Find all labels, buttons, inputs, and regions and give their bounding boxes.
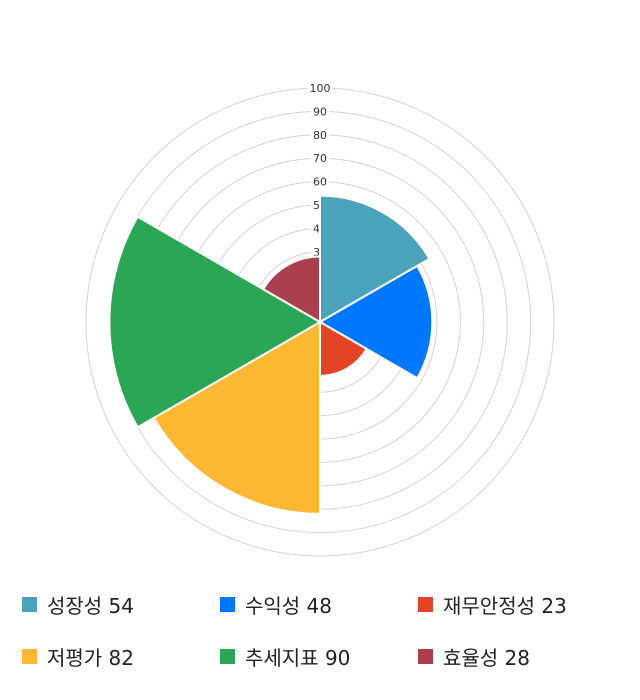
segment-재무안정성[interactable] <box>319 320 368 377</box>
legend-label: 추세지표 90 <box>245 646 351 670</box>
legend-item[interactable]: 수익성 48 <box>220 590 332 619</box>
legend-swatch <box>418 597 433 612</box>
segment-추세지표[interactable] <box>108 215 323 429</box>
legend-item[interactable]: 재무안정성 23 <box>418 590 567 619</box>
legend-swatch <box>418 649 433 664</box>
tick-label: 100 <box>310 82 331 95</box>
tick-label: 70 <box>313 152 327 165</box>
segment-효율성[interactable] <box>261 255 321 324</box>
legend-swatch <box>22 649 37 664</box>
segment-수익성[interactable] <box>317 264 434 380</box>
tick-label-bg <box>311 152 329 165</box>
legend-item[interactable]: 효율성 28 <box>418 642 530 671</box>
tick-label-bg <box>307 82 333 94</box>
tick-label: 90 <box>313 105 327 118</box>
legend-item[interactable]: 추세지표 90 <box>220 642 350 671</box>
segment-성장성[interactable] <box>319 194 431 324</box>
polar-area-chart: 102030405060708090100 <box>85 82 555 557</box>
legend-label: 재무안정성 23 <box>443 594 567 618</box>
legend-item[interactable]: 성장성 54 <box>22 590 134 619</box>
legend-label: 저평가 82 <box>47 646 135 670</box>
segment-저평가[interactable] <box>152 320 321 515</box>
legend-swatch <box>220 597 235 612</box>
legend-swatch <box>220 649 235 664</box>
legend-label: 성장성 54 <box>47 594 135 618</box>
legend-swatch <box>22 597 37 612</box>
tick-label-bg <box>311 105 329 118</box>
legend-label: 효율성 28 <box>443 646 531 670</box>
tick-label-bg <box>311 175 329 188</box>
tick-label: 80 <box>313 129 327 142</box>
legend-item[interactable]: 저평가 82 <box>22 642 134 671</box>
tick-label-bg <box>311 128 329 141</box>
tick-label: 60 <box>313 176 327 189</box>
legend-label: 수익성 48 <box>245 594 333 618</box>
